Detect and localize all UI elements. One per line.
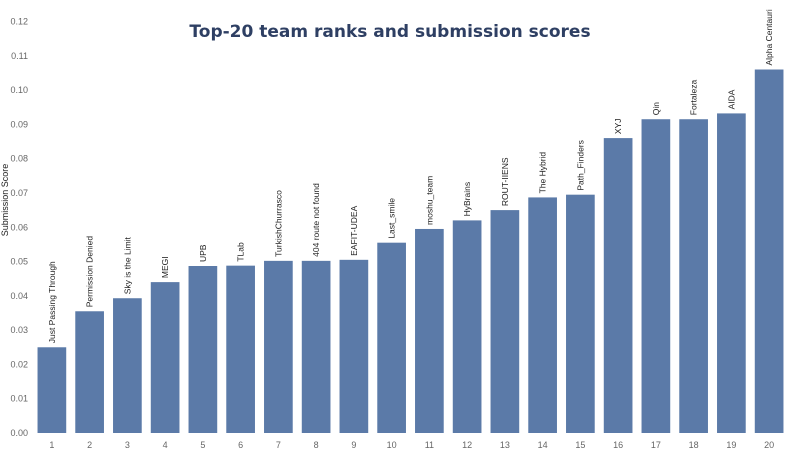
- bar: [528, 197, 557, 433]
- y-tick-label: 0.04: [10, 291, 28, 301]
- bar-value-label: MEGI: [160, 256, 170, 278]
- bar: [75, 311, 104, 433]
- y-tick-label: 0.07: [10, 188, 28, 198]
- y-tick-label: 0.12: [10, 17, 28, 27]
- x-tick-label: 18: [689, 440, 699, 450]
- bar: [679, 119, 708, 433]
- x-tick-label: 9: [351, 440, 356, 450]
- bar: [301, 260, 331, 433]
- bar: [603, 138, 633, 433]
- x-tick-label: 19: [726, 440, 736, 450]
- bar: [490, 210, 520, 433]
- bar-value-label: 404 route not found: [311, 183, 321, 257]
- x-tick-label: 8: [314, 440, 319, 450]
- bar-value-label: Permission Denied: [85, 236, 95, 308]
- x-tick-label: 20: [764, 440, 774, 450]
- x-tick-label: 14: [538, 440, 548, 450]
- bar-value-label: EAFIT-UDEA: [349, 205, 359, 255]
- bar: [113, 298, 142, 433]
- bar: [566, 194, 595, 433]
- bar-value-label: XYJ: [613, 118, 623, 134]
- x-tick-label: 17: [651, 440, 661, 450]
- bar: [717, 113, 746, 433]
- x-tick-label: 6: [238, 440, 243, 450]
- y-tick-label: 0.08: [10, 154, 28, 164]
- bar-value-label: UPB: [198, 244, 208, 262]
- bar: [150, 282, 180, 433]
- y-tick-label: 0.05: [10, 257, 28, 267]
- y-tick-label: 0.11: [11, 51, 28, 61]
- x-tick-label: 13: [500, 440, 510, 450]
- bar-value-label: Qin: [651, 102, 661, 116]
- y-tick-label: 0.01: [10, 394, 28, 404]
- x-tick-label: 15: [575, 440, 585, 450]
- x-tick-label: 5: [200, 440, 205, 450]
- bar: [377, 242, 406, 433]
- bar-value-label: Just Passing Through: [47, 261, 57, 343]
- bar: [415, 228, 444, 433]
- bar: [452, 220, 482, 433]
- y-axis-label: Submission Score: [0, 164, 10, 237]
- bar: [188, 265, 218, 433]
- y-axis-ticks: 0.00 0.01 0.02 0.03 0.04 0.05 0.06 0.07 0.08 0.09…: [10, 17, 28, 439]
- chart-title: Top-20 team ranks and submission scores: [189, 22, 590, 42]
- bar-value-label: Sky is the Limit: [122, 236, 132, 294]
- x-tick-label: 7: [276, 440, 281, 450]
- bar: [754, 69, 784, 433]
- bar-value-label: Path_Finders: [575, 140, 585, 191]
- x-tick-label: 12: [462, 440, 472, 450]
- y-tick-label: 0.03: [10, 325, 28, 335]
- y-tick-label: 0.10: [10, 85, 28, 95]
- y-tick-label: 0.06: [10, 222, 28, 232]
- x-tick-label: 1: [49, 440, 54, 450]
- bar: [641, 119, 671, 433]
- x-axis-ticks: 1 2 3 4 5 6 7 8 9 10 11 12 13 14 15 16 17 18 19 20: [49, 440, 774, 450]
- bar-value-label: TLab: [236, 242, 246, 262]
- bar: [226, 265, 255, 433]
- bar: [339, 259, 369, 433]
- bar: [37, 347, 67, 433]
- y-tick-label: 0.00: [10, 428, 28, 438]
- x-tick-label: 4: [163, 440, 168, 450]
- bar-value-label: AIDA: [726, 89, 736, 109]
- x-tick-label: 11: [425, 440, 434, 450]
- bar-value-label: HyBrains: [462, 182, 472, 216]
- bar-value-label: Last_smile: [387, 198, 397, 239]
- bar-value-label: ROUT-IIENS: [500, 157, 510, 206]
- bar-value-label: Alpha Centauri: [764, 9, 774, 65]
- x-tick-label: 16: [613, 440, 623, 450]
- bar-value-label: Fortaleza: [689, 80, 699, 116]
- bar-labels-group: Just Passing Through Permission Denied Sky…: [47, 9, 774, 343]
- bar-value-label: The Hybrid: [538, 152, 548, 194]
- bars-group: [37, 69, 784, 433]
- x-tick-label: 3: [125, 440, 130, 450]
- y-tick-label: 0.02: [10, 359, 28, 369]
- x-tick-label: 2: [87, 440, 92, 450]
- x-tick-label: 10: [387, 440, 397, 450]
- bar-value-label: TurkishChurrasco: [273, 190, 283, 257]
- y-tick-label: 0.09: [10, 119, 28, 129]
- bar-value-label: moshu_team: [424, 176, 434, 225]
- bar: [264, 260, 293, 433]
